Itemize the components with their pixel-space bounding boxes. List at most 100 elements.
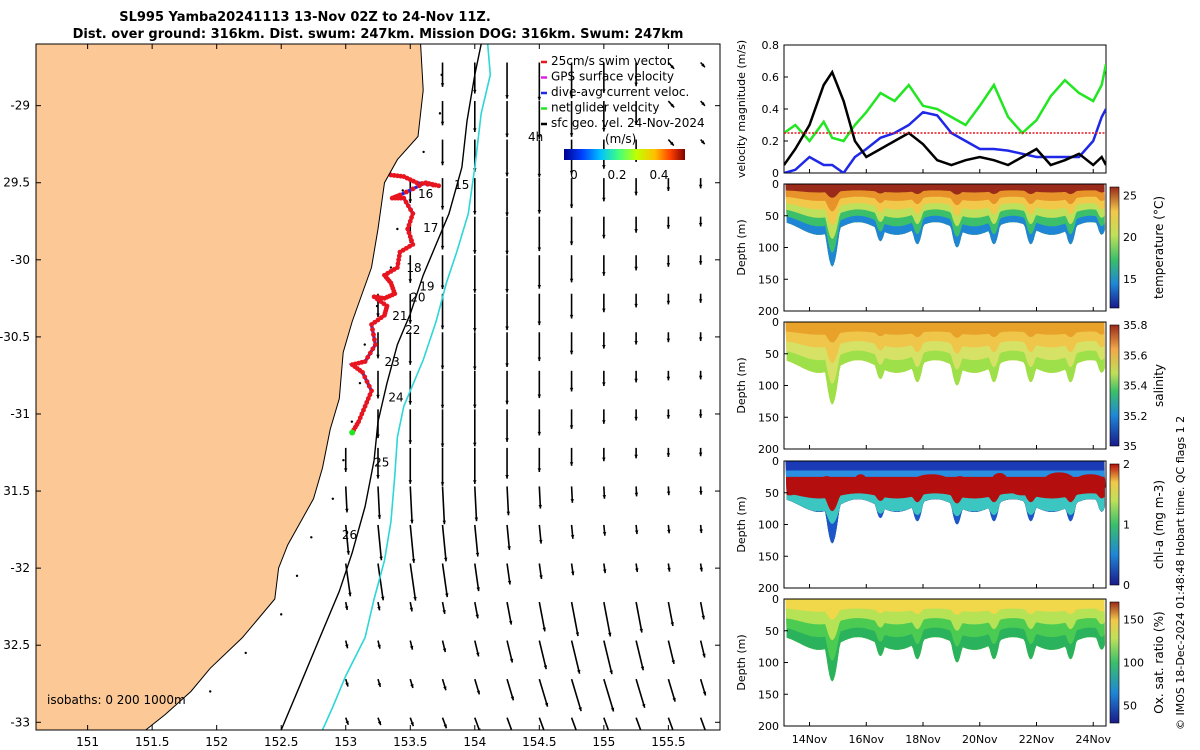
swim-vector-point xyxy=(362,374,368,380)
velocity-arrow xyxy=(537,216,542,252)
velocity-arrow xyxy=(408,447,413,484)
velocity-arrow xyxy=(603,640,613,675)
velocity-arrow xyxy=(634,409,638,421)
day-label: 23 xyxy=(384,355,399,369)
velocity-arrow xyxy=(602,255,606,276)
velocity-arrow xyxy=(408,409,413,445)
swim-vector-point xyxy=(401,195,407,201)
chl-maximum xyxy=(911,474,952,493)
colorbar-tick: 2 xyxy=(1123,458,1130,471)
shelf-arrow xyxy=(438,112,442,115)
swim-vector-point xyxy=(365,354,371,360)
shelf-arrow xyxy=(244,651,247,655)
velocity-arrow xyxy=(570,524,575,539)
chl-maximum xyxy=(818,476,836,495)
isobath-200m xyxy=(280,44,482,730)
velocity-arrow xyxy=(376,370,380,399)
velocity-arrow xyxy=(635,640,645,671)
swim-vector-point xyxy=(395,261,401,267)
velocity-arrow xyxy=(474,601,479,619)
shelf-arrow xyxy=(375,304,379,308)
profile-y-tick: 150 xyxy=(758,411,779,424)
velocity-arrow xyxy=(634,255,638,271)
velocity-arrow xyxy=(570,717,577,730)
velocity-arrow xyxy=(538,524,543,544)
colorbar-label: Ox. sat. ratio (%) xyxy=(1152,611,1166,713)
velocity-arrow xyxy=(635,717,642,730)
velocity-arrow xyxy=(473,332,477,371)
swim-vector-point xyxy=(372,337,377,342)
velocity-arrow xyxy=(603,678,615,712)
velocity-arrow xyxy=(569,447,574,466)
swim-vector-point xyxy=(370,346,376,352)
velocity-y-tick: 0.8 xyxy=(762,39,780,52)
velocity-arrow xyxy=(698,293,703,303)
profile-field xyxy=(785,599,1106,682)
velocity-arrow xyxy=(666,293,671,305)
swim-vector-point xyxy=(416,183,422,189)
velocity-arrow xyxy=(440,332,445,370)
colorbar-tick: 35.2 xyxy=(1123,410,1148,423)
map-x-tick: 154.5 xyxy=(522,735,556,749)
day-label: 19 xyxy=(419,280,434,294)
velocity-arrow xyxy=(473,216,477,254)
velocity-arrow xyxy=(505,409,509,442)
velocity-arrow xyxy=(698,178,703,189)
velocity-arrow xyxy=(505,216,509,255)
legend-item: sfc geo. vel. 24-Nov-2024 xyxy=(551,116,705,130)
swim-vector-point xyxy=(369,388,374,394)
map-x-tick: 155 xyxy=(592,735,615,749)
colorbar-label: chl-a (mg m-3) xyxy=(1152,480,1166,569)
velocity-arrow xyxy=(440,447,445,486)
velocity-arrow xyxy=(344,717,350,726)
velocity-arrow xyxy=(635,563,639,573)
velocity-arrow xyxy=(376,447,380,479)
map-y-ticks: -29 29.5 -30 -30.5 -31 31.5 -32 32.5 -33 xyxy=(0,99,720,729)
velocity-arrow xyxy=(538,563,543,580)
velocity-arrow xyxy=(505,139,509,177)
swim-vector-point xyxy=(405,226,411,232)
velocity-arrow xyxy=(473,409,477,447)
velocity-arrow xyxy=(344,601,349,611)
velocity-arrow xyxy=(666,447,671,457)
map-y-tick: -32 xyxy=(10,561,30,575)
colorbar-tick: 35.4 xyxy=(1123,380,1148,393)
swim-vector-point xyxy=(371,332,376,337)
velocity-arrow xyxy=(603,601,612,637)
colorbar-tick: 15 xyxy=(1123,273,1137,286)
profile-y-tick: 0 xyxy=(772,316,779,329)
map-y-tick: 29.5 xyxy=(3,176,30,190)
velocity-arrow xyxy=(505,255,509,293)
profile-y-tick: 0 xyxy=(772,178,779,191)
velocity-arrow xyxy=(377,486,382,519)
map-y-tick: 31.5 xyxy=(3,484,30,498)
colorbar-tick: 50 xyxy=(1123,700,1137,713)
velocity-arrow xyxy=(408,332,413,365)
swim-vector-point xyxy=(407,218,413,224)
map-frame xyxy=(35,43,721,731)
velocity-arrow xyxy=(506,601,513,625)
map-y-tick: -33 xyxy=(10,715,30,729)
profile-y-tick: 200 xyxy=(758,443,779,456)
swim-vector-point xyxy=(362,403,368,409)
map-x-tick: 155.5 xyxy=(651,735,685,749)
velocity-arrow xyxy=(667,640,675,665)
chl-maximum xyxy=(1043,472,1075,491)
velocity-arrow xyxy=(473,524,480,557)
glider-end-point xyxy=(349,429,356,436)
coastline xyxy=(145,44,424,730)
swim-vector-point xyxy=(406,222,412,228)
velocity-arrow xyxy=(344,524,350,555)
chl-maximum xyxy=(951,476,969,495)
chl-maximum xyxy=(853,474,868,493)
swim-vector-point xyxy=(396,257,402,263)
velocity-arrow xyxy=(602,563,607,574)
velocity-arrow xyxy=(473,178,477,215)
velocity-arrow xyxy=(440,409,445,448)
shelf-arrow xyxy=(422,150,425,154)
map-x-tick: 152 xyxy=(205,735,228,749)
shelf-arrow xyxy=(401,189,404,192)
map-x-tick: 154 xyxy=(463,735,486,749)
swim-vector-point xyxy=(410,186,416,192)
footer-credit: © IMOS 18-Dec-2024 01:48:48 Hobart time.… xyxy=(1174,416,1187,730)
